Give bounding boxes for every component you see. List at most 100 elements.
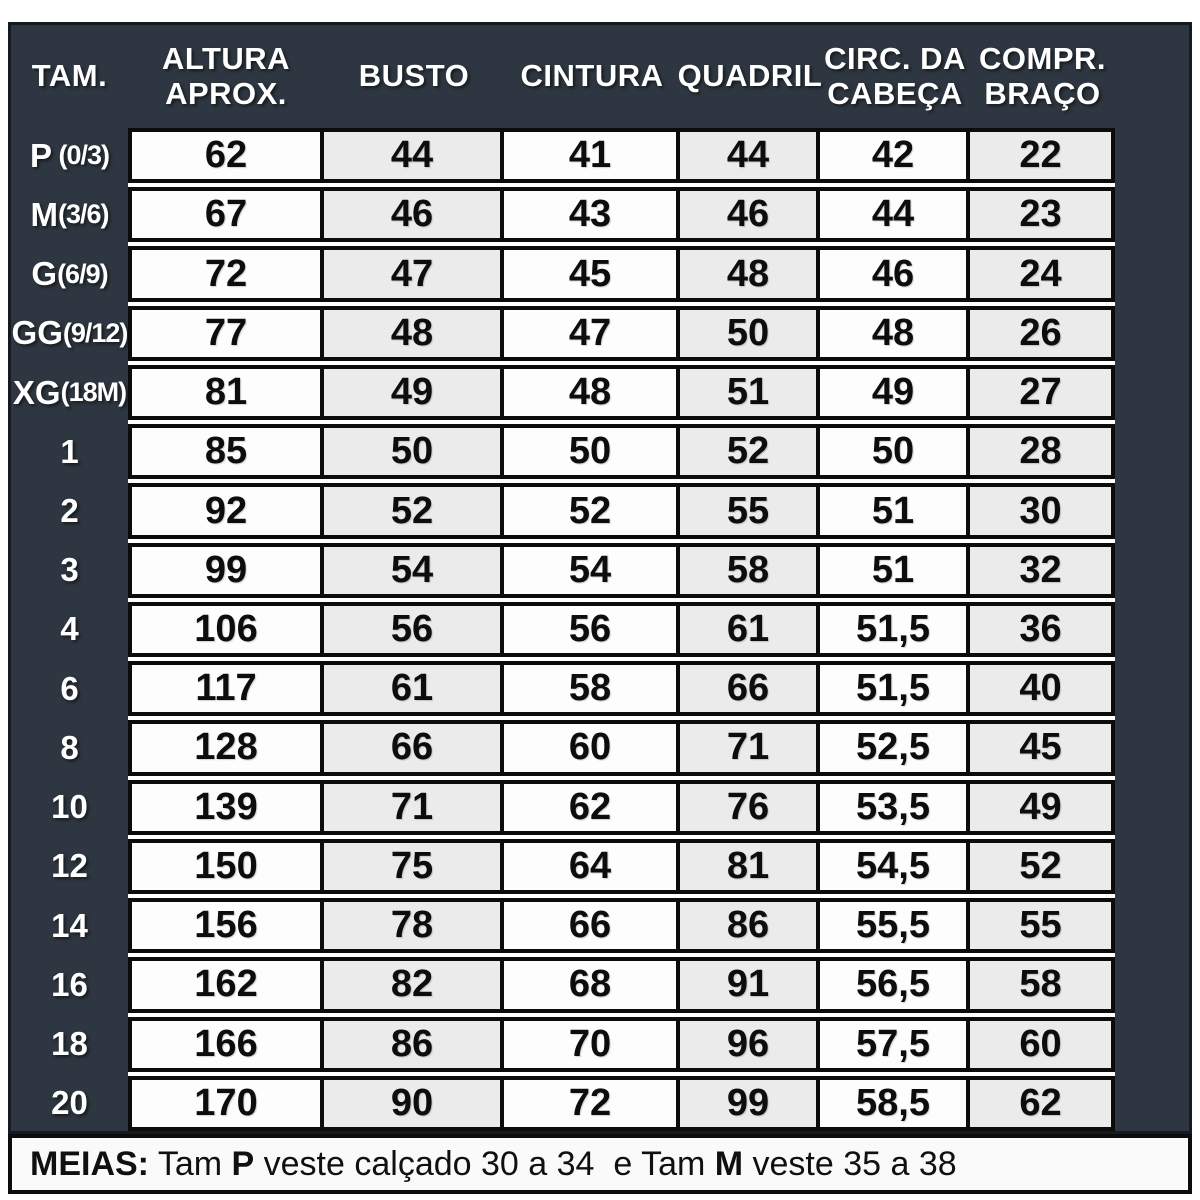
measurement-cell: 56 bbox=[504, 601, 680, 658]
measurement-cell: 48 bbox=[820, 305, 970, 361]
measurement-cell: 51 bbox=[820, 483, 970, 539]
measurement-cell: 64 bbox=[504, 838, 680, 895]
measurement-cell: 52 bbox=[680, 424, 820, 480]
size-label-detail: (0/3) bbox=[51, 140, 110, 171]
measurement-cell: 66 bbox=[504, 898, 680, 954]
measurement-cell: 58 bbox=[504, 661, 680, 717]
column-header-quadril: QUADRIL bbox=[677, 58, 823, 94]
measurement-cell: 57,5 bbox=[820, 1016, 970, 1072]
measurement-cell: 56 bbox=[324, 601, 504, 658]
measurement-cell: 44 bbox=[680, 128, 820, 184]
measurement-cell: 26 bbox=[970, 305, 1115, 361]
measurement-cell: 162 bbox=[128, 957, 324, 1013]
size-label-main: G bbox=[31, 255, 58, 293]
size-column: P (0/3) M (3/6) G (6/9) GG (9/12) XG (18M) 1 2 3 4 6 8… bbox=[11, 128, 129, 1131]
size-label: 2 bbox=[11, 483, 128, 538]
measurement-cell: 150 bbox=[128, 838, 324, 895]
column-header-braco: COMPR. BRAÇO bbox=[979, 41, 1106, 111]
measurement-cell: 51 bbox=[680, 364, 820, 421]
measurement-cell: 68 bbox=[504, 957, 680, 1013]
measurement-cell: 66 bbox=[680, 661, 820, 717]
measurement-cell: 43 bbox=[504, 187, 680, 243]
measurement-cell: 50 bbox=[820, 424, 970, 480]
measurement-cell: 82 bbox=[324, 957, 504, 1013]
measurement-cell: 166 bbox=[128, 1016, 324, 1072]
size-label: 16 bbox=[11, 957, 128, 1012]
measurement-cell: 54 bbox=[324, 542, 504, 598]
size-label: 1 bbox=[11, 424, 128, 479]
footnote-text: veste 35 a 38 bbox=[743, 1144, 957, 1183]
measurement-cell: 58 bbox=[680, 542, 820, 598]
measurement-cell: 52 bbox=[324, 483, 504, 539]
measurement-cell: 55,5 bbox=[820, 898, 970, 954]
size-label: 3 bbox=[11, 543, 128, 598]
footnote-bold-text: P bbox=[231, 1144, 255, 1183]
size-label: 18 bbox=[11, 1017, 128, 1072]
size-label: 8 bbox=[11, 720, 128, 775]
size-label-main: 4 bbox=[60, 610, 79, 648]
measurement-cell: 23 bbox=[970, 187, 1115, 243]
size-label-detail: (6/9) bbox=[57, 258, 109, 289]
measurement-cell: 90 bbox=[324, 1075, 504, 1131]
size-label: P (0/3) bbox=[11, 128, 128, 183]
size-label-main: XG bbox=[12, 373, 61, 411]
measurement-cell: 24 bbox=[970, 246, 1115, 302]
size-label: XG (18M) bbox=[11, 365, 128, 420]
measurement-cell: 60 bbox=[970, 1016, 1115, 1072]
measurement-cell: 50 bbox=[324, 424, 504, 480]
measurement-cell: 71 bbox=[324, 779, 504, 835]
footnote-bold-text: MEIAS: bbox=[30, 1144, 149, 1183]
measurement-cell: 44 bbox=[324, 128, 504, 184]
measurement-cell: 40 bbox=[970, 661, 1115, 717]
size-label-main: 20 bbox=[51, 1084, 88, 1122]
measurement-cell: 99 bbox=[128, 542, 324, 598]
column-header-cabeca: CIRC. DA CABEÇA bbox=[824, 41, 966, 111]
measurement-cell: 28 bbox=[970, 424, 1115, 480]
measurement-cell: 54 bbox=[504, 542, 680, 598]
footnote-bold-text: M bbox=[714, 1144, 744, 1183]
measurement-cell: 139 bbox=[128, 779, 324, 835]
measurement-cell: 46 bbox=[820, 246, 970, 302]
measurement-cell: 128 bbox=[128, 720, 324, 776]
measurement-cell: 56,5 bbox=[820, 957, 970, 1013]
measurement-cell: 47 bbox=[504, 305, 680, 361]
footnote-text: veste calçado 30 a 34 e Tam bbox=[254, 1144, 715, 1183]
measurement-cell: 60 bbox=[504, 720, 680, 776]
measurement-cell: 85 bbox=[128, 424, 324, 480]
measurement-cell: 62 bbox=[970, 1075, 1115, 1131]
measurement-cell: 70 bbox=[504, 1016, 680, 1072]
size-label: 4 bbox=[11, 602, 128, 657]
size-label: GG (9/12) bbox=[11, 306, 129, 361]
measurement-cell: 48 bbox=[324, 305, 504, 361]
measurement-cell: 45 bbox=[504, 246, 680, 302]
size-label-main: 8 bbox=[60, 728, 79, 766]
size-label-main: 14 bbox=[51, 906, 88, 944]
measurement-cell: 91 bbox=[680, 957, 820, 1013]
size-label-main: 3 bbox=[60, 551, 79, 589]
measurement-cell: 53,5 bbox=[820, 779, 970, 835]
measurement-cell: 62 bbox=[128, 128, 324, 184]
measurement-cell: 81 bbox=[128, 364, 324, 421]
size-label-main: M bbox=[30, 195, 58, 233]
measurement-cell: 62 bbox=[504, 779, 680, 835]
size-label-detail: (3/6) bbox=[57, 199, 110, 230]
size-label-main: 18 bbox=[51, 1025, 88, 1063]
size-label-main: 2 bbox=[60, 492, 79, 530]
measurement-cell: 52 bbox=[970, 838, 1115, 895]
size-label-main: 10 bbox=[51, 788, 88, 826]
size-label-main: GG bbox=[11, 314, 63, 352]
measurement-cell: 55 bbox=[970, 898, 1115, 954]
measurement-cell: 58,5 bbox=[820, 1075, 970, 1131]
measurement-cell: 72 bbox=[504, 1075, 680, 1131]
measurements-grid: 62 44 41 44 42 22 67 46 43 46 44 23 72 47 45 48 46 24 77 48… bbox=[128, 128, 1115, 1131]
footnote-text: Tam bbox=[149, 1144, 232, 1183]
size-label-main: 12 bbox=[51, 847, 88, 885]
measurement-cell: 76 bbox=[680, 779, 820, 835]
measurement-cell: 170 bbox=[128, 1075, 324, 1131]
socks-footnote-bar: MEIAS: Tam P veste calçado 30 a 34 e Tam… bbox=[8, 1134, 1192, 1194]
measurement-cell: 54,5 bbox=[820, 838, 970, 895]
measurement-cell: 117 bbox=[128, 661, 324, 717]
measurement-cell: 49 bbox=[970, 779, 1115, 835]
measurement-cell: 41 bbox=[504, 128, 680, 184]
